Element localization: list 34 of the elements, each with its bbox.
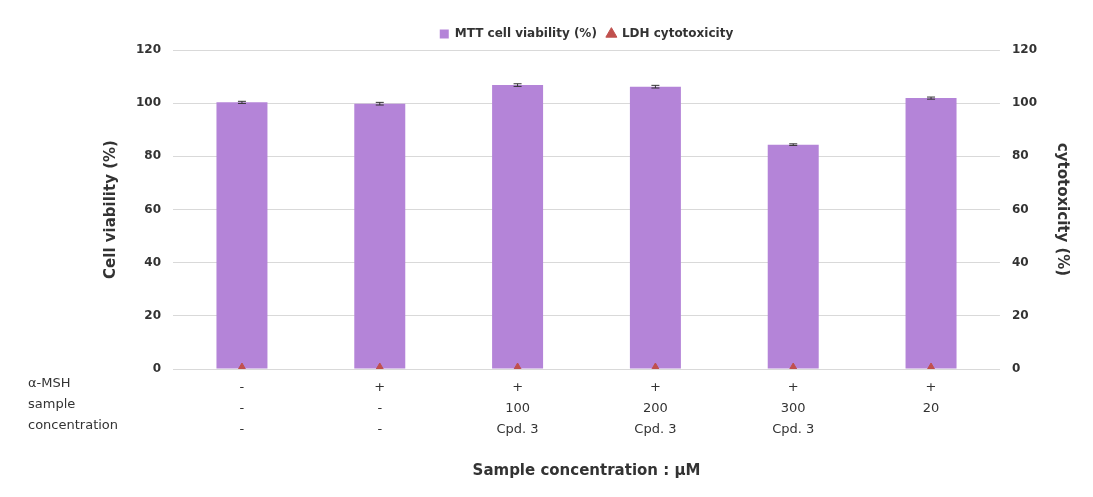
y-tick-label: 60 [144, 201, 162, 216]
y-tick-label: 0 [152, 361, 162, 376]
y-tick-label: 80 [144, 148, 162, 163]
bar [767, 144, 819, 369]
bar [354, 103, 406, 369]
x-axis-title: Sample concentration : µM [472, 460, 701, 479]
bar [905, 98, 957, 369]
legend-label: MTT cell viability (%) [454, 26, 597, 41]
y2-tick-label: 120 [1011, 42, 1038, 57]
x-tick-label: + - - [374, 378, 386, 436]
bar [629, 86, 681, 369]
x-tick-label: + 200 Cpd. 3 [634, 378, 677, 436]
y-tick-label: 20 [144, 307, 162, 322]
y2-tick-label: 100 [1011, 95, 1038, 110]
x-tick-label: - - - [239, 378, 245, 436]
y2-tick-label: 20 [1011, 307, 1029, 322]
x-tick-label: + 100 Cpd. 3 [496, 378, 539, 436]
y2-tick-label: 80 [1011, 148, 1029, 163]
y-tick-label: 120 [135, 42, 162, 57]
y2-axis-title: cytotoxicity (%) [1054, 142, 1073, 277]
bar [492, 85, 544, 369]
x-tick-label: + 300 Cpd. 3 [772, 378, 815, 436]
y-axis-title: Cell viability (%) [100, 140, 119, 279]
bar [216, 102, 268, 369]
y2-tick-label: 40 [1011, 254, 1029, 269]
y-tick-label: 100 [135, 95, 162, 110]
text: concentration [28, 416, 119, 432]
y2-tick-label: 60 [1011, 201, 1029, 216]
legend-label: LDH cytotoxicity [621, 26, 734, 41]
x-tick-label: + 20 [922, 378, 940, 415]
text: sample [28, 395, 76, 411]
y2-tick-label: 0 [1011, 361, 1021, 376]
y-tick-label: 40 [144, 254, 162, 269]
text: α-MSH [28, 374, 71, 390]
